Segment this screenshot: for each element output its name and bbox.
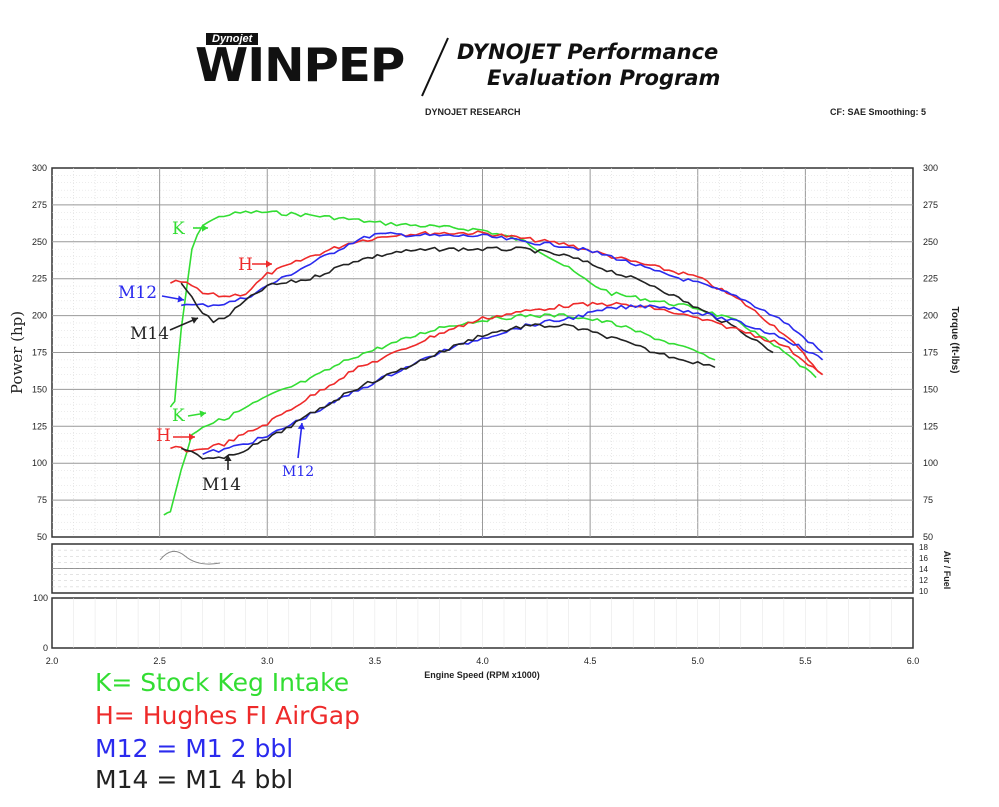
y-axis-title: Power (hp): [8, 311, 26, 394]
y-tick-label-right: 225: [923, 274, 938, 284]
y-tick-label-right: 300: [923, 163, 938, 173]
annotation-torque-k: K: [172, 219, 185, 239]
annotation-arrowhead: [266, 260, 272, 268]
x-tick-label: 5.5: [799, 656, 812, 666]
y-tick-label-right: 200: [923, 311, 938, 321]
y-tick-label: 300: [32, 163, 47, 173]
y-tick-label-right: 150: [923, 384, 938, 394]
annotation-torque-m12: M12: [118, 283, 157, 303]
tagline-line1: DYNOJET Performance: [457, 40, 719, 64]
afr-tick-label: 14: [919, 565, 928, 574]
x-tick-label: 6.0: [907, 656, 920, 666]
afr-trace: [159, 550, 221, 565]
x-tick-label: 3.5: [369, 656, 382, 666]
annotation-power-m12: M12: [282, 464, 314, 480]
x-tick-label: 4.5: [584, 656, 597, 666]
annotation-arrowhead: [177, 295, 184, 303]
x-axis-title: Engine Speed (RPM x1000): [424, 670, 540, 680]
y-tick-label: 200: [32, 311, 47, 321]
series-power-m12: [202, 304, 824, 456]
y-tick-label: 125: [32, 421, 47, 431]
annotation-power-k: K: [172, 406, 185, 426]
tagline-line2: Evaluation Program: [487, 66, 721, 90]
y-tick-label-right: 125: [923, 421, 938, 431]
y-tick-label-right: 75: [923, 495, 933, 505]
afr-tick-label: 12: [919, 576, 928, 585]
annotation-torque-h: H: [238, 255, 253, 275]
annotation-power-m14: M14: [202, 475, 241, 495]
annotation-arrowhead: [202, 224, 208, 232]
series-torque-m14: [180, 246, 774, 354]
annotation-arrowhead: [224, 455, 232, 461]
company-name: DYNOJET RESEARCH: [425, 107, 521, 117]
header: Dynojet WINPEP DYNOJET Performance Evalu…: [0, 0, 999, 130]
legend-item-k: K= Stock Keg Intake: [95, 668, 350, 697]
legend-item-m14: M14 = M1 4 bbl: [95, 765, 294, 794]
y-tick-label-right: 175: [923, 348, 938, 358]
y-tick-label: 75: [37, 495, 47, 505]
y-tick-label: 50: [37, 532, 47, 542]
y-axis-title-right: Torque (ft-lbs): [949, 306, 960, 373]
annotation-arrowhead: [297, 423, 305, 430]
y-tick-label: 175: [32, 348, 47, 358]
x-tick-label: 3.0: [261, 656, 274, 666]
annotation-arrowhead: [189, 433, 195, 441]
x-tick-label: 2.0: [46, 656, 59, 666]
settings-text: CF: SAE Smoothing: 5: [830, 107, 926, 117]
series-power-m14: [180, 323, 716, 460]
bottom-tick-label: 0: [43, 643, 48, 653]
y-tick-label-right: 275: [923, 200, 938, 210]
y-tick-label: 275: [32, 200, 47, 210]
series-power-h: [170, 301, 824, 453]
legend-item-m12: M12 = M1 2 bbl: [95, 734, 294, 763]
y-tick-label: 100: [32, 458, 47, 468]
logo-small-text: Dynojet: [206, 33, 259, 45]
x-tick-label: 4.0: [476, 656, 489, 666]
annotation-power-h: H: [156, 426, 171, 446]
y-tick-label: 150: [32, 384, 47, 394]
y-tick-label-right: 100: [923, 458, 938, 468]
x-tick-label: 5.0: [691, 656, 704, 666]
y-tick-label-right: 50: [923, 532, 933, 542]
series-torque-m12: [181, 231, 824, 354]
annotation-arrowhead: [199, 410, 206, 418]
annotation-torque-m14: M14: [130, 324, 169, 344]
series-power-k: [163, 313, 716, 516]
y-tick-label: 250: [32, 237, 47, 247]
logo-slash-icon: [421, 37, 449, 97]
y-tick-label: 225: [32, 274, 47, 284]
afr-tick-label: 10: [919, 587, 928, 596]
afr-tick-label: 16: [919, 554, 928, 563]
annotation-arrowhead: [191, 317, 198, 324]
afr-axis-title: Air / Fuel: [942, 551, 952, 590]
winpep-logo: WINPEP: [195, 38, 405, 92]
x-tick-label: 2.5: [153, 656, 166, 666]
legend-item-h: H= Hughes FI AirGap: [95, 701, 360, 730]
afr-tick-label: 18: [919, 543, 928, 552]
y-tick-label-right: 250: [923, 237, 938, 247]
bottom-tick-label: 100: [33, 593, 48, 603]
